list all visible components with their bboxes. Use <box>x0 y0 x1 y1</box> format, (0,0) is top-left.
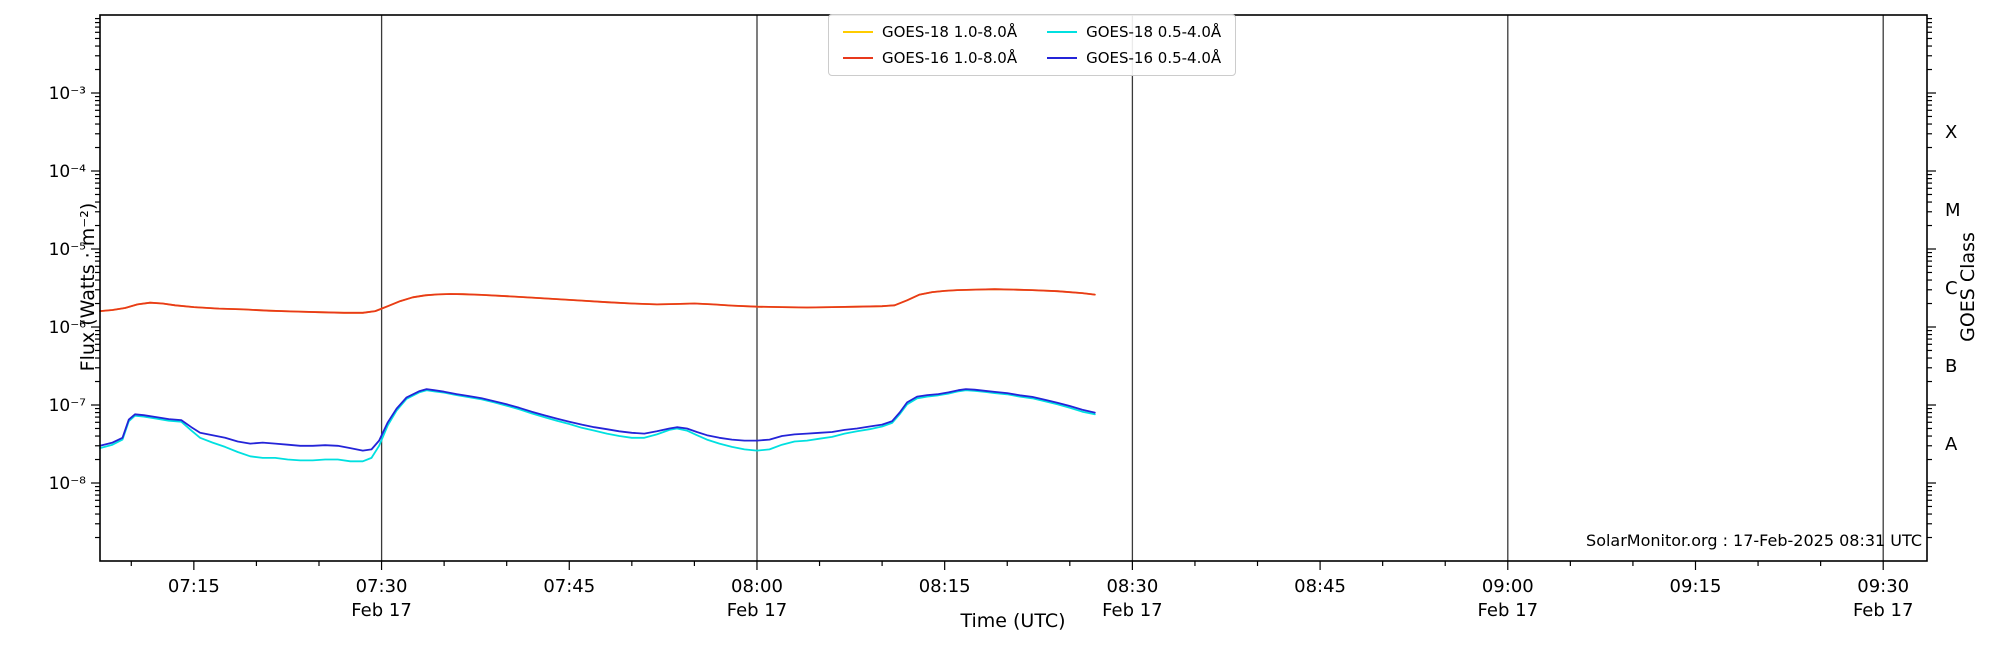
x-tick-label: 07:30 <box>356 576 408 597</box>
x-tick-label: 09:15 <box>1670 576 1722 597</box>
legend-swatch-goes18-long <box>843 31 873 33</box>
legend: GOES-18 1.0-8.0Å GOES-16 1.0-8.0Å GOES-1… <box>828 14 1237 76</box>
x-axis-label: Time (UTC) <box>960 610 1066 632</box>
legend-item-goes16-short: GOES-16 0.5-4.0Å <box>1047 48 1221 68</box>
x-tick-label: 08:15 <box>919 576 971 597</box>
x-tick-date-label: Feb 17 <box>1478 600 1539 621</box>
series-line-goes-16-1-0-8-0- <box>99 288 1096 314</box>
y-tick-label: 10⁻⁴ <box>49 162 87 182</box>
x-tick-label: 08:30 <box>1106 576 1158 597</box>
x-tick-date-label: Feb 17 <box>1853 600 1914 621</box>
goes-class-label: A <box>1945 434 1958 455</box>
goes-class-label: C <box>1945 278 1958 299</box>
x-tick-label: 09:30 <box>1857 576 1909 597</box>
legend-swatch-goes16-long <box>843 57 873 59</box>
x-tick-label: 08:45 <box>1294 576 1346 597</box>
y-axis-label-left: Flux (Watts · m⁻²) <box>77 202 99 372</box>
solarmonitor-timestamp: SolarMonitor.org : 17-Feb-2025 08:31 UTC <box>1586 531 1922 550</box>
legend-item-goes16-long: GOES-16 1.0-8.0Å <box>843 48 1017 68</box>
x-tick-label: 07:15 <box>168 576 220 597</box>
series-line-goes-18-0-5-4-0- <box>99 389 1096 463</box>
goes-class-label: M <box>1945 200 1961 221</box>
legend-label-goes16-short: GOES-16 0.5-4.0Å <box>1086 49 1222 67</box>
x-tick-label: 07:45 <box>543 576 595 597</box>
legend-swatch-goes16-short <box>1047 57 1078 59</box>
legend-label-goes18-long: GOES-18 1.0-8.0Å <box>882 23 1018 41</box>
y-tick-label: 10⁻⁵ <box>49 240 86 260</box>
legend-label-goes18-short: GOES-18 0.5-4.0Å <box>1086 23 1222 41</box>
y-tick-label: 10⁻³ <box>49 84 86 104</box>
legend-item-goes18-long: GOES-18 1.0-8.0Å <box>843 22 1017 42</box>
x-tick-date-label: Feb 17 <box>727 600 788 621</box>
legend-item-goes18-short: GOES-18 0.5-4.0Å <box>1047 22 1221 42</box>
legend-label-goes16-long: GOES-16 1.0-8.0Å <box>882 49 1018 67</box>
x-tick-label: 08:00 <box>731 576 783 597</box>
legend-swatch-goes18-short <box>1047 31 1078 33</box>
x-tick-date-label: Feb 17 <box>1102 600 1163 621</box>
x-tick-date-label: Feb 17 <box>351 600 412 621</box>
y-axis-label-right: GOES Class <box>1957 232 1979 342</box>
y-tick-label: 10⁻⁸ <box>49 474 87 494</box>
plot-border <box>99 14 1928 562</box>
x-tick-label: 09:00 <box>1482 576 1534 597</box>
y-tick-label: 10⁻⁶ <box>49 318 87 338</box>
y-tick-label: 10⁻⁷ <box>49 396 87 416</box>
series-line-goes-16-0-5-4-0- <box>99 388 1096 452</box>
goes-class-label: B <box>1945 356 1957 377</box>
goes-class-label: X <box>1945 122 1957 143</box>
